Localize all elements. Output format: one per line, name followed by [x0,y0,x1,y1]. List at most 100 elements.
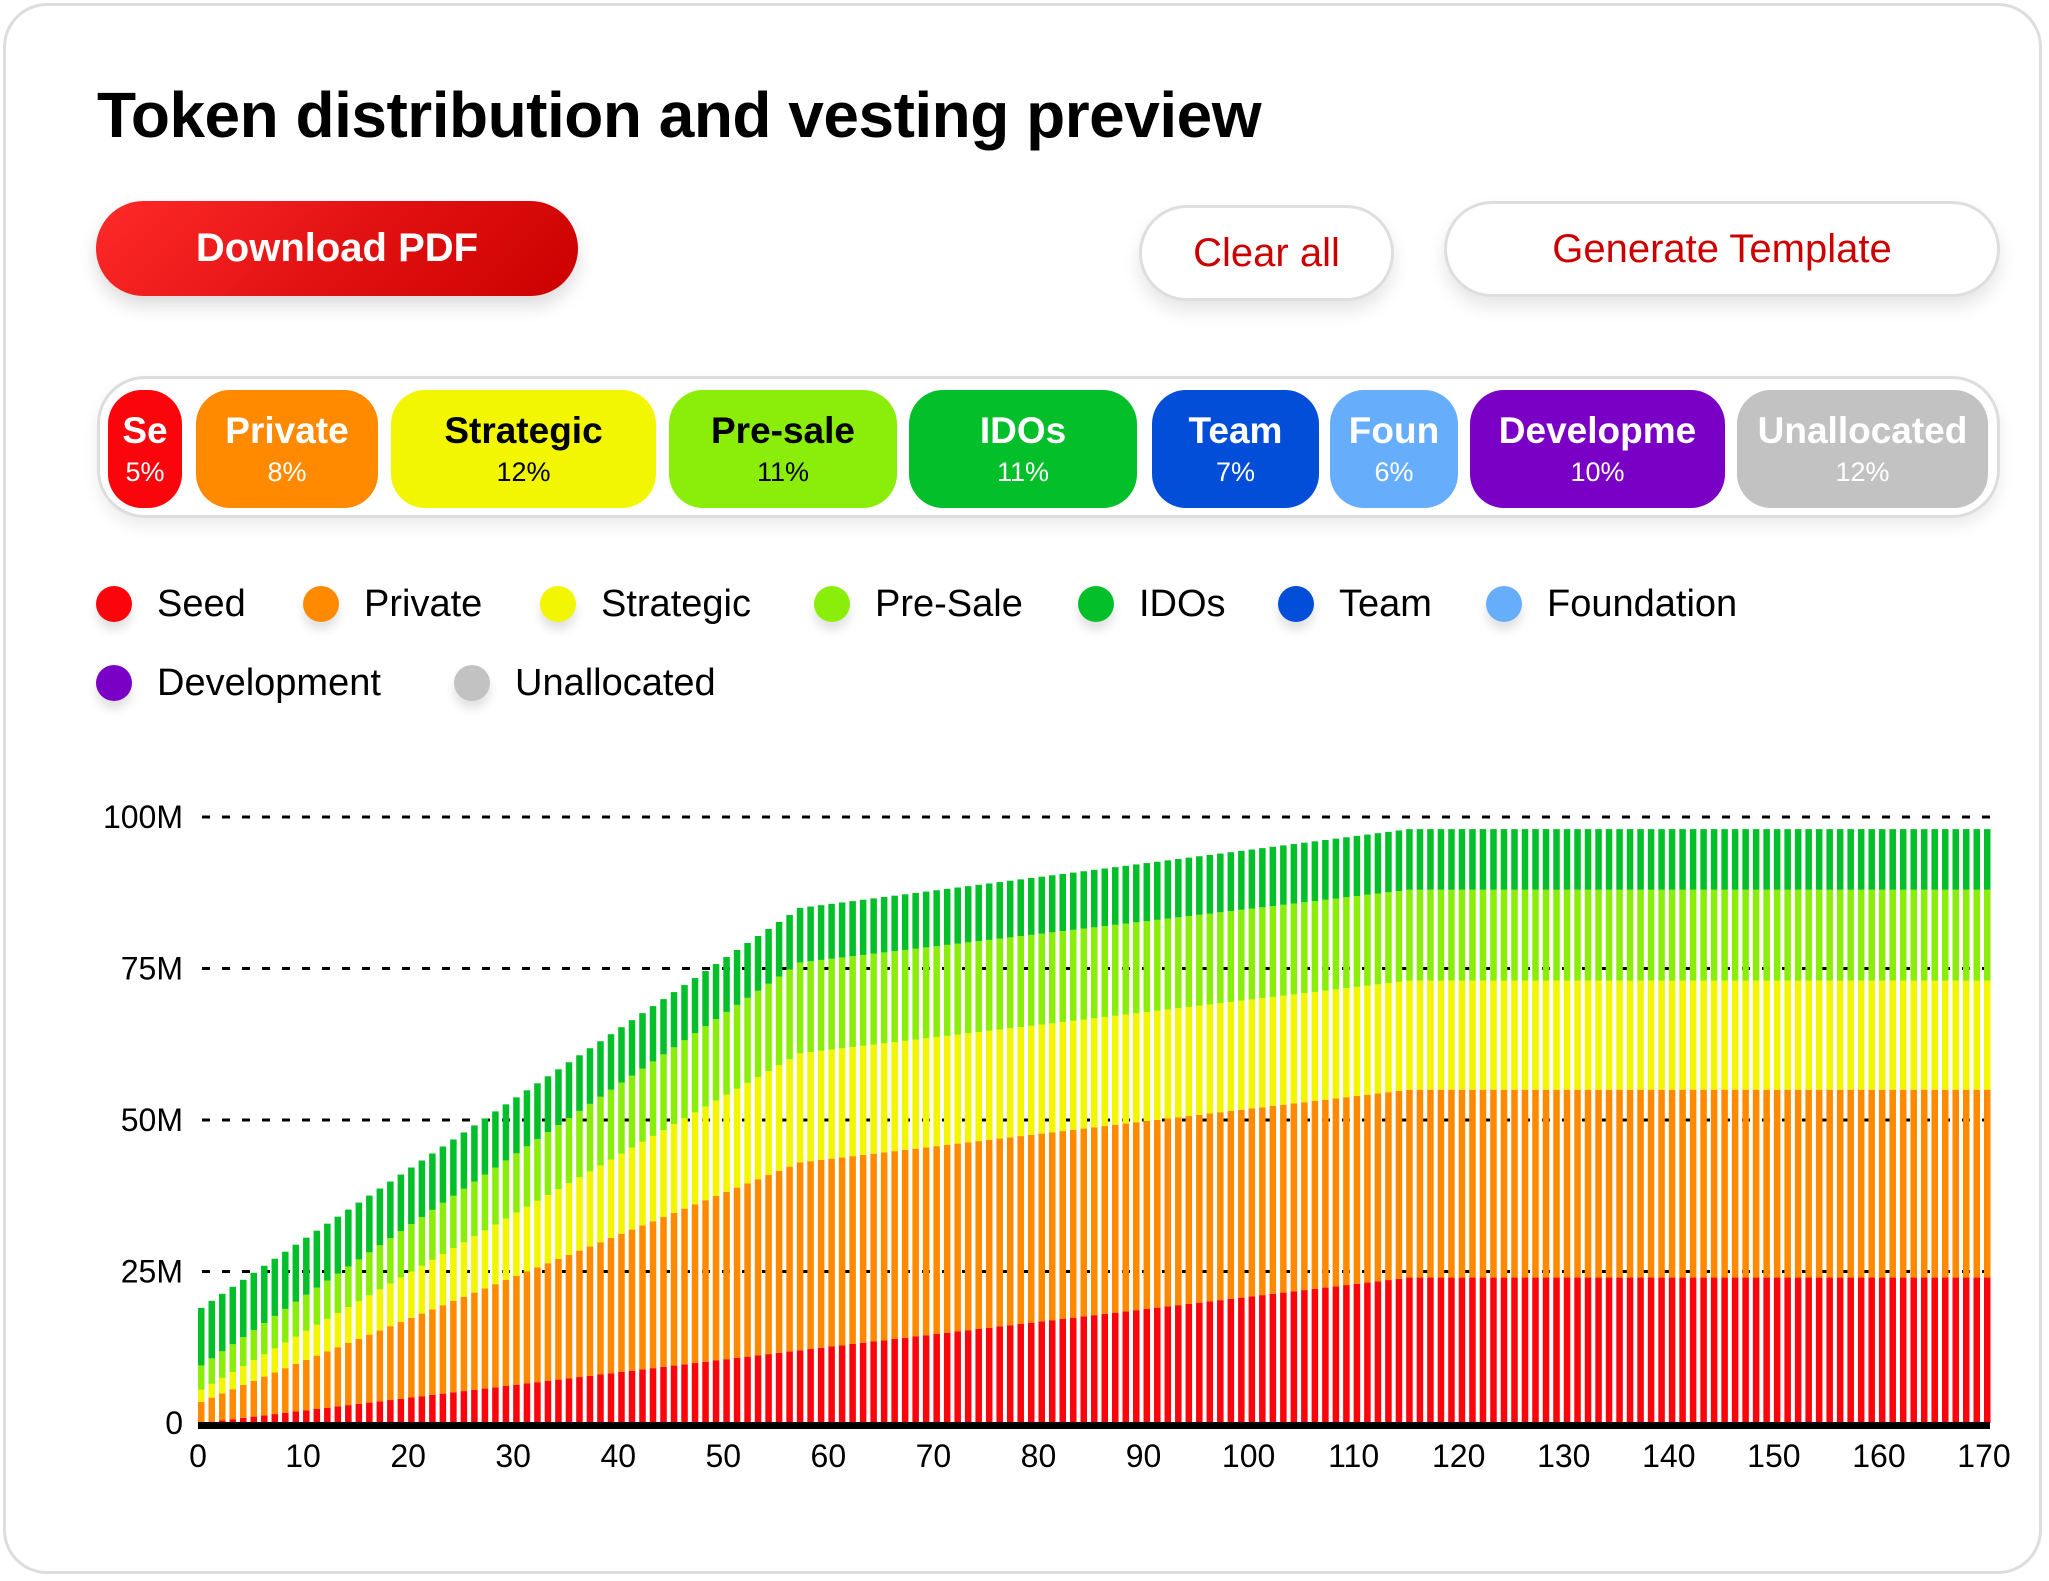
segment-label: Private [225,410,349,451]
bar-segment-pre-sale [586,1103,594,1172]
legend-item-pre-sale[interactable]: Pre-Sale [814,582,1023,626]
bar-segment-seed [1521,1277,1529,1423]
bar-segment-strategic [922,1038,930,1148]
legend-dot-icon [96,665,132,701]
bar-segment-private [628,1229,636,1371]
bar-segment-pre-sale [1133,922,1140,1014]
bar-segment-seed [1458,1277,1466,1423]
clear-all-button[interactable]: Clear all [1139,205,1394,301]
bar-segment-idos [1962,829,1970,890]
bar-segment-seed [397,1398,405,1423]
legend-label: IDOs [1139,582,1226,625]
bar-segment-seed [1048,1320,1056,1423]
bar-segment-pre-sale [1500,889,1508,981]
allocation-segment-idos[interactable]: IDOs 11% [909,390,1137,508]
bar-segment-seed [418,1396,426,1423]
legend-item-development[interactable]: Development [96,661,381,705]
bar-segment-seed [534,1382,541,1423]
bar-segment-idos [1437,829,1445,890]
bar-segment-private [1899,1089,1907,1278]
bar-segment-strategic [649,1135,657,1222]
bar-segment-seed [429,1394,436,1423]
legend-item-private[interactable]: Private [303,582,482,626]
bar-segment-idos [1710,829,1718,890]
bar-segment-pre-sale [1227,911,1235,1002]
legend-item-unallocated[interactable]: Unallocated [454,661,716,705]
legend-item-idos[interactable]: IDOs [1078,582,1226,626]
bar-segment-strategic [355,1301,363,1339]
bar-segment-pre-sale [1217,912,1224,1004]
bar-segment-strategic [1553,980,1560,1090]
bar-segment-strategic [1017,1027,1024,1137]
bar-segment-strategic [1658,980,1665,1090]
bar-segment-pre-sale [975,941,982,1033]
bar-segment-strategic [1164,1009,1172,1119]
page-title: Token distribution and vesting preview [97,79,1261,151]
bar-segment-seed [1784,1277,1791,1423]
allocation-segment-seed[interactable]: Se 5% [108,390,182,508]
allocation-segment-strategic[interactable]: Strategic 12% [391,390,656,508]
allocation-segment-development[interactable]: Developme 10% [1470,390,1725,508]
bar-segment-seed [943,1332,951,1423]
x-tick-label: 50 [705,1438,741,1474]
bar-segment-idos [1847,829,1854,890]
bar-segment-private [1742,1089,1749,1278]
bar-segment-strategic [460,1242,468,1297]
bar-segment-strategic [1448,980,1455,1090]
bar-segment-private [208,1397,216,1422]
bar-segment-private [1920,1089,1928,1278]
bar-segment-strategic [1773,980,1781,1090]
bar-segment-seed [870,1341,877,1423]
allocation-segment-unallocated[interactable]: Unallocated 12% [1737,390,1988,508]
legend-item-foundation[interactable]: Foundation [1486,582,1737,626]
bar-segment-strategic [450,1248,457,1302]
allocation-segment-private[interactable]: Private 8% [196,390,378,508]
generate-template-button[interactable]: Generate Template [1444,201,2000,297]
bar-segment-pre-sale [1427,889,1434,981]
download-pdf-button[interactable]: Download PDF [96,201,578,296]
bar-segment-seed [723,1359,730,1423]
bar-segment-strategic [1973,980,1981,1090]
bar-segment-strategic [870,1044,877,1154]
legend-item-strategic[interactable]: Strategic [540,582,751,626]
bar-segment-idos [838,902,846,958]
bar-segment-strategic [1826,980,1833,1090]
bar-segment-private [1868,1089,1875,1278]
bar-segment-private [292,1363,300,1412]
bar-segment-idos [754,935,762,991]
bar-segment-strategic [1353,986,1361,1096]
bar-segment-private [775,1170,783,1353]
legend-item-team[interactable]: Team [1278,582,1432,626]
bar-segment-idos [859,899,867,955]
bar-segment-seed [1469,1277,1476,1423]
bar-segment-strategic [754,1076,762,1180]
bar-segment-strategic [334,1312,342,1348]
allocation-segment-team[interactable]: Team 7% [1152,390,1319,508]
bar-segment-private [1353,1095,1361,1284]
bar-segment-strategic [1815,980,1823,1090]
bar-segment-private [1311,1100,1319,1289]
bar-segment-strategic [828,1049,835,1159]
bar-segment-idos [1836,829,1844,890]
bar-segment-seed [1448,1277,1455,1423]
bar-segment-seed [681,1364,688,1423]
bar-segment-strategic [1595,980,1602,1090]
bar-segment-pre-sale [1658,889,1665,981]
legend-item-seed[interactable]: Seed [96,582,246,626]
bar-segment-private [1605,1089,1613,1278]
bar-segment-idos [901,894,909,950]
bar-segment-private [649,1221,657,1369]
bar-segment-strategic [712,1100,720,1197]
bar-segment-seed [1595,1277,1602,1423]
bar-segment-private [586,1246,594,1376]
bar-segment-strategic [733,1088,741,1188]
bar-segment-private [870,1153,877,1342]
bar-segment-pre-sale [817,959,825,1051]
allocation-segment-foundation[interactable]: Foun 6% [1330,390,1458,508]
allocation-segment-pre-sale[interactable]: Pre-sale 11% [669,390,897,508]
bar-segment-pre-sale [1048,932,1056,1024]
bar-segment-private [387,1326,394,1401]
bar-segment-idos [271,1258,279,1316]
bar-segment-strategic [807,1052,814,1162]
segment-label: Developme [1498,410,1697,451]
